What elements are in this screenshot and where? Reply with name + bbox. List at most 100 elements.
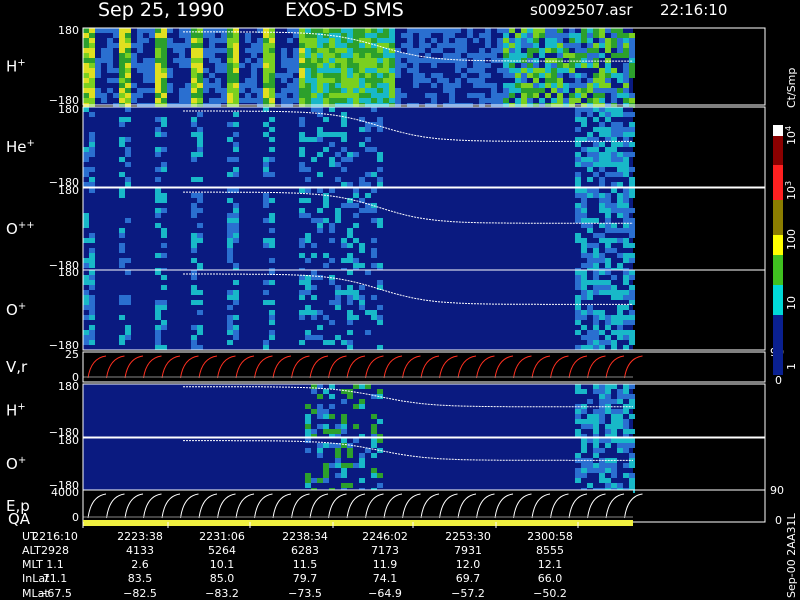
spectrogram-cell bbox=[437, 78, 443, 83]
spectrogram-cell bbox=[233, 167, 239, 172]
spectrogram-cell bbox=[617, 28, 623, 33]
spectrogram-cell bbox=[575, 127, 581, 132]
spectrogram-cell bbox=[581, 203, 587, 208]
spectrogram-cell bbox=[503, 68, 509, 73]
spectrogram-cell bbox=[341, 147, 347, 152]
spectrogram-cell bbox=[623, 389, 629, 394]
spectrogram-cell bbox=[143, 68, 149, 73]
spectrogram-cell bbox=[347, 270, 353, 275]
spectrogram-cell bbox=[365, 203, 371, 208]
cell: 12.0 bbox=[456, 558, 481, 571]
spectrogram-cell bbox=[575, 275, 581, 280]
spectrogram-cell bbox=[335, 295, 341, 300]
spectrogram-cell bbox=[521, 78, 527, 83]
spectrogram-cell bbox=[347, 300, 353, 305]
spectrogram-cell bbox=[335, 208, 341, 213]
spectrogram-cell bbox=[599, 419, 605, 424]
spectrogram-cell bbox=[317, 152, 323, 157]
spectrogram-cell bbox=[233, 330, 239, 335]
spectrogram-cell bbox=[593, 280, 599, 285]
spectrogram-cell bbox=[185, 63, 191, 68]
spectrogram-cell bbox=[251, 48, 257, 53]
spectrogram-cell bbox=[431, 83, 437, 88]
spectrogram-cell bbox=[563, 48, 569, 53]
spectrogram-cell bbox=[389, 83, 395, 88]
spectrogram-cell bbox=[89, 98, 95, 103]
spectrogram-cell bbox=[371, 53, 377, 58]
spectrogram-cell bbox=[155, 68, 161, 73]
spectrogram-cell bbox=[293, 93, 299, 98]
spectrogram-cell bbox=[263, 38, 269, 43]
spectrogram-cell bbox=[281, 63, 287, 68]
spectrogram-cell bbox=[161, 208, 167, 213]
spectrogram-cell bbox=[569, 73, 575, 78]
spectrogram-cell bbox=[587, 28, 593, 33]
spectrogram-cell bbox=[89, 258, 95, 263]
spectrogram-cell bbox=[479, 78, 485, 83]
colorbar-segment bbox=[773, 125, 783, 136]
spectrogram-cell bbox=[191, 33, 197, 38]
spectrogram-cell bbox=[191, 48, 197, 53]
spectrogram-cell bbox=[209, 98, 215, 103]
spectrogram-cell bbox=[269, 198, 275, 203]
spectrogram-cell bbox=[353, 203, 359, 208]
spectrogram-cell bbox=[413, 83, 419, 88]
spectrogram-cell bbox=[611, 409, 617, 414]
spectrogram-cell bbox=[347, 394, 353, 399]
spectrogram-cell bbox=[347, 38, 353, 43]
spectrogram-cell bbox=[305, 48, 311, 53]
spectrogram-cell bbox=[311, 315, 317, 320]
spectrogram-cell bbox=[89, 132, 95, 137]
spectrogram-cell bbox=[611, 424, 617, 429]
spectrogram-cell bbox=[497, 98, 503, 103]
spectrogram-cell bbox=[467, 28, 473, 33]
spectrogram-cell bbox=[425, 33, 431, 38]
spectrogram-cell bbox=[599, 223, 605, 228]
spectrogram-cell bbox=[611, 182, 617, 187]
spectrogram-cell bbox=[581, 325, 587, 330]
spectrogram-cell bbox=[611, 112, 617, 117]
spectrogram-cell bbox=[617, 290, 623, 295]
spectrogram-cell bbox=[89, 340, 95, 345]
spectrogram-cell bbox=[125, 270, 131, 275]
spectrogram-cell bbox=[581, 193, 587, 198]
spectrogram-cell bbox=[605, 223, 611, 228]
spectrogram-cell bbox=[383, 73, 389, 78]
spectrogram-cell bbox=[191, 63, 197, 68]
cell: 4133 bbox=[126, 544, 154, 557]
spectrogram-cell bbox=[305, 233, 311, 238]
spectrogram-cell bbox=[617, 253, 623, 258]
spectrogram-cell bbox=[83, 98, 89, 103]
spectrogram-cell bbox=[155, 33, 161, 38]
spectrogram-cell bbox=[623, 43, 629, 48]
spectrogram-cell bbox=[185, 83, 191, 88]
spectrogram-cell bbox=[233, 88, 239, 93]
y-tick-label: 180 bbox=[58, 380, 79, 393]
spectrogram-cell bbox=[593, 409, 599, 414]
spectrogram-cell bbox=[335, 285, 341, 290]
spectrogram-cell bbox=[107, 63, 113, 68]
spectrogram-cell bbox=[197, 330, 203, 335]
spectrogram-cell bbox=[533, 48, 539, 53]
spectrogram-cell bbox=[341, 443, 347, 448]
spectrogram-cell bbox=[89, 93, 95, 98]
spectrogram-cell bbox=[431, 28, 437, 33]
spectrogram-cell bbox=[509, 88, 515, 93]
spectrogram-cell bbox=[113, 78, 119, 83]
spectrogram-cell bbox=[617, 320, 623, 325]
spectrogram-cell bbox=[95, 28, 101, 33]
spectrogram-cell bbox=[611, 340, 617, 345]
spectrogram-cell bbox=[605, 203, 611, 208]
spectrogram-cell bbox=[611, 384, 617, 389]
spectrogram-cell bbox=[335, 300, 341, 305]
spectrogram-cell bbox=[323, 315, 329, 320]
spectrogram-cell bbox=[311, 389, 317, 394]
spectrogram-cell bbox=[371, 63, 377, 68]
y-tick-label: 180 bbox=[58, 266, 79, 279]
spectrogram-cell bbox=[527, 98, 533, 103]
spectrogram-cell bbox=[623, 33, 629, 38]
spectrogram-cell bbox=[197, 137, 203, 142]
spectrogram-cell bbox=[617, 132, 623, 137]
spectrogram-cell bbox=[575, 270, 581, 275]
spectrogram-cell bbox=[581, 243, 587, 248]
